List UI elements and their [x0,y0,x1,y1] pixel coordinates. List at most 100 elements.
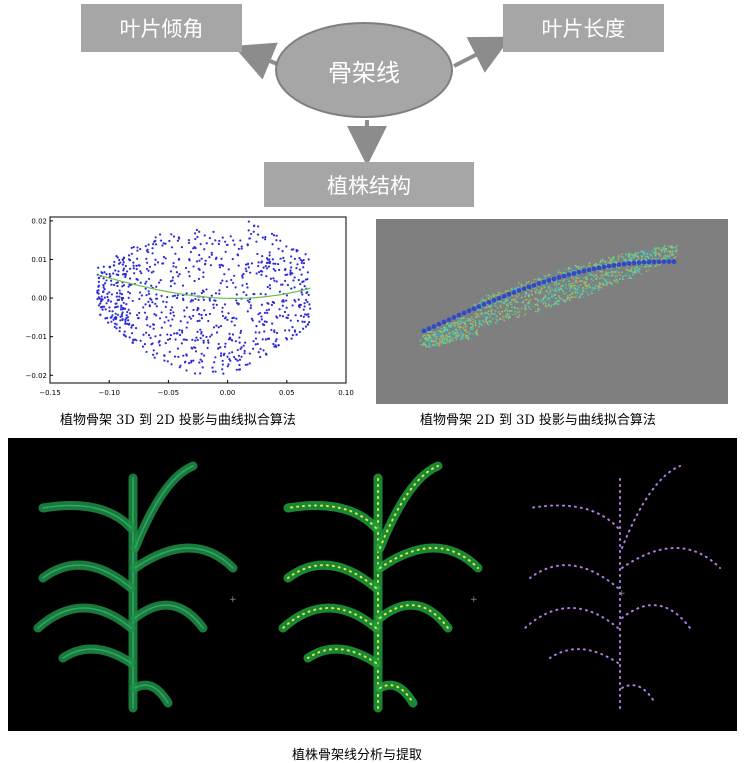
leaf-point [555,291,558,294]
leaf-point [477,313,480,316]
skeleton-line [529,564,619,589]
skeleton-point [451,315,457,320]
leaf-point [499,313,502,316]
leaf-point [461,337,464,340]
leaf-point [488,320,491,323]
leaf-point [434,332,437,335]
y-tick-label: 0.01 [31,256,47,264]
cloud-point [121,311,124,314]
cloud-point [135,264,138,268]
cloud-point [193,346,196,349]
leaf-point [505,307,508,309]
leaf-point [576,288,578,291]
cloud-point [218,263,221,267]
leaf-point [439,338,441,341]
cloud-point [105,302,108,305]
leaf-point [460,338,462,340]
cloud-point [141,345,145,348]
leaf-angle-node: 叶片倾角 [81,4,242,52]
leaf-point [631,258,633,260]
cloud-point [126,316,130,319]
leaf-point [554,280,557,283]
leaf-point [528,307,531,310]
leaf-point [431,332,434,335]
cloud-point [150,271,153,274]
cloud-point [238,341,241,344]
cloud-point [242,272,245,276]
leaf-point [507,302,510,305]
leaf-point [457,326,459,329]
cloud-point [215,331,219,334]
cloud-point [122,261,125,264]
leaf-point [576,281,578,283]
leaf-point [592,283,595,286]
cloud-point [178,328,181,332]
cloud-point [304,298,308,302]
leaf-point [622,256,625,259]
leaf-point [654,248,657,251]
cloud-point [104,308,107,311]
leaf-point [448,340,451,343]
cloud-point [115,255,118,258]
cloud-point [119,319,122,322]
cloud-point [302,308,305,311]
leaf-point [509,310,511,313]
cloud-point [122,269,125,272]
leaf-point [551,280,553,283]
skeleton-point [521,286,527,292]
cloud-point [235,299,238,302]
leaf-point [624,260,627,263]
cloud-point [154,243,158,246]
skeleton-point [446,317,452,323]
cloud-point [130,246,133,250]
cloud-point [118,295,121,298]
cloud-point [260,318,263,321]
leaf-point [565,287,568,289]
leaf-point [550,305,552,308]
leaf-point [548,296,551,299]
cloud-point [281,283,284,286]
cloud-point [272,234,276,237]
cloud-point [214,257,218,260]
cloud-point [162,300,165,303]
cloud-point [264,293,267,296]
cloud-point [155,285,158,288]
cloud-point [230,278,233,282]
leaf-point [663,245,666,248]
leaf-point [495,309,498,312]
leaf-point [537,291,540,294]
skeleton-line [287,564,377,589]
skeleton-point [441,319,447,325]
projection-3d-2d-caption: 植物骨架 3D 到 2D 投影与曲线拟合算法 [60,413,296,428]
leaf-point [430,340,433,343]
cloud-point [112,272,115,275]
cloud-point [170,306,174,309]
cloud-point [126,310,129,314]
leaf-point [505,290,508,293]
leaf-point [604,283,607,286]
leaf-point [550,296,553,298]
leaf-point [518,282,520,284]
cloud-point [304,325,308,328]
cloud-point [297,278,300,282]
cloud-point [113,322,117,325]
skeleton-point [481,302,487,307]
leaf-point [565,268,568,271]
cloud-point [246,244,249,247]
cloud-point [291,334,294,337]
cloud-point [118,289,121,292]
cloud-point [238,358,242,361]
leaf-point [424,337,426,340]
leaf-point [656,264,659,266]
cloud-point [103,271,106,274]
cloud-point [191,338,194,341]
leaf-point [440,331,442,334]
leaf-point [474,312,477,315]
leaf-point [422,335,425,338]
cloud-point [183,309,186,312]
leaf-point [643,252,645,254]
leaf-point [518,311,521,313]
leaf-point [562,290,564,293]
cloud-point [198,361,201,364]
cloud-point [211,366,214,369]
